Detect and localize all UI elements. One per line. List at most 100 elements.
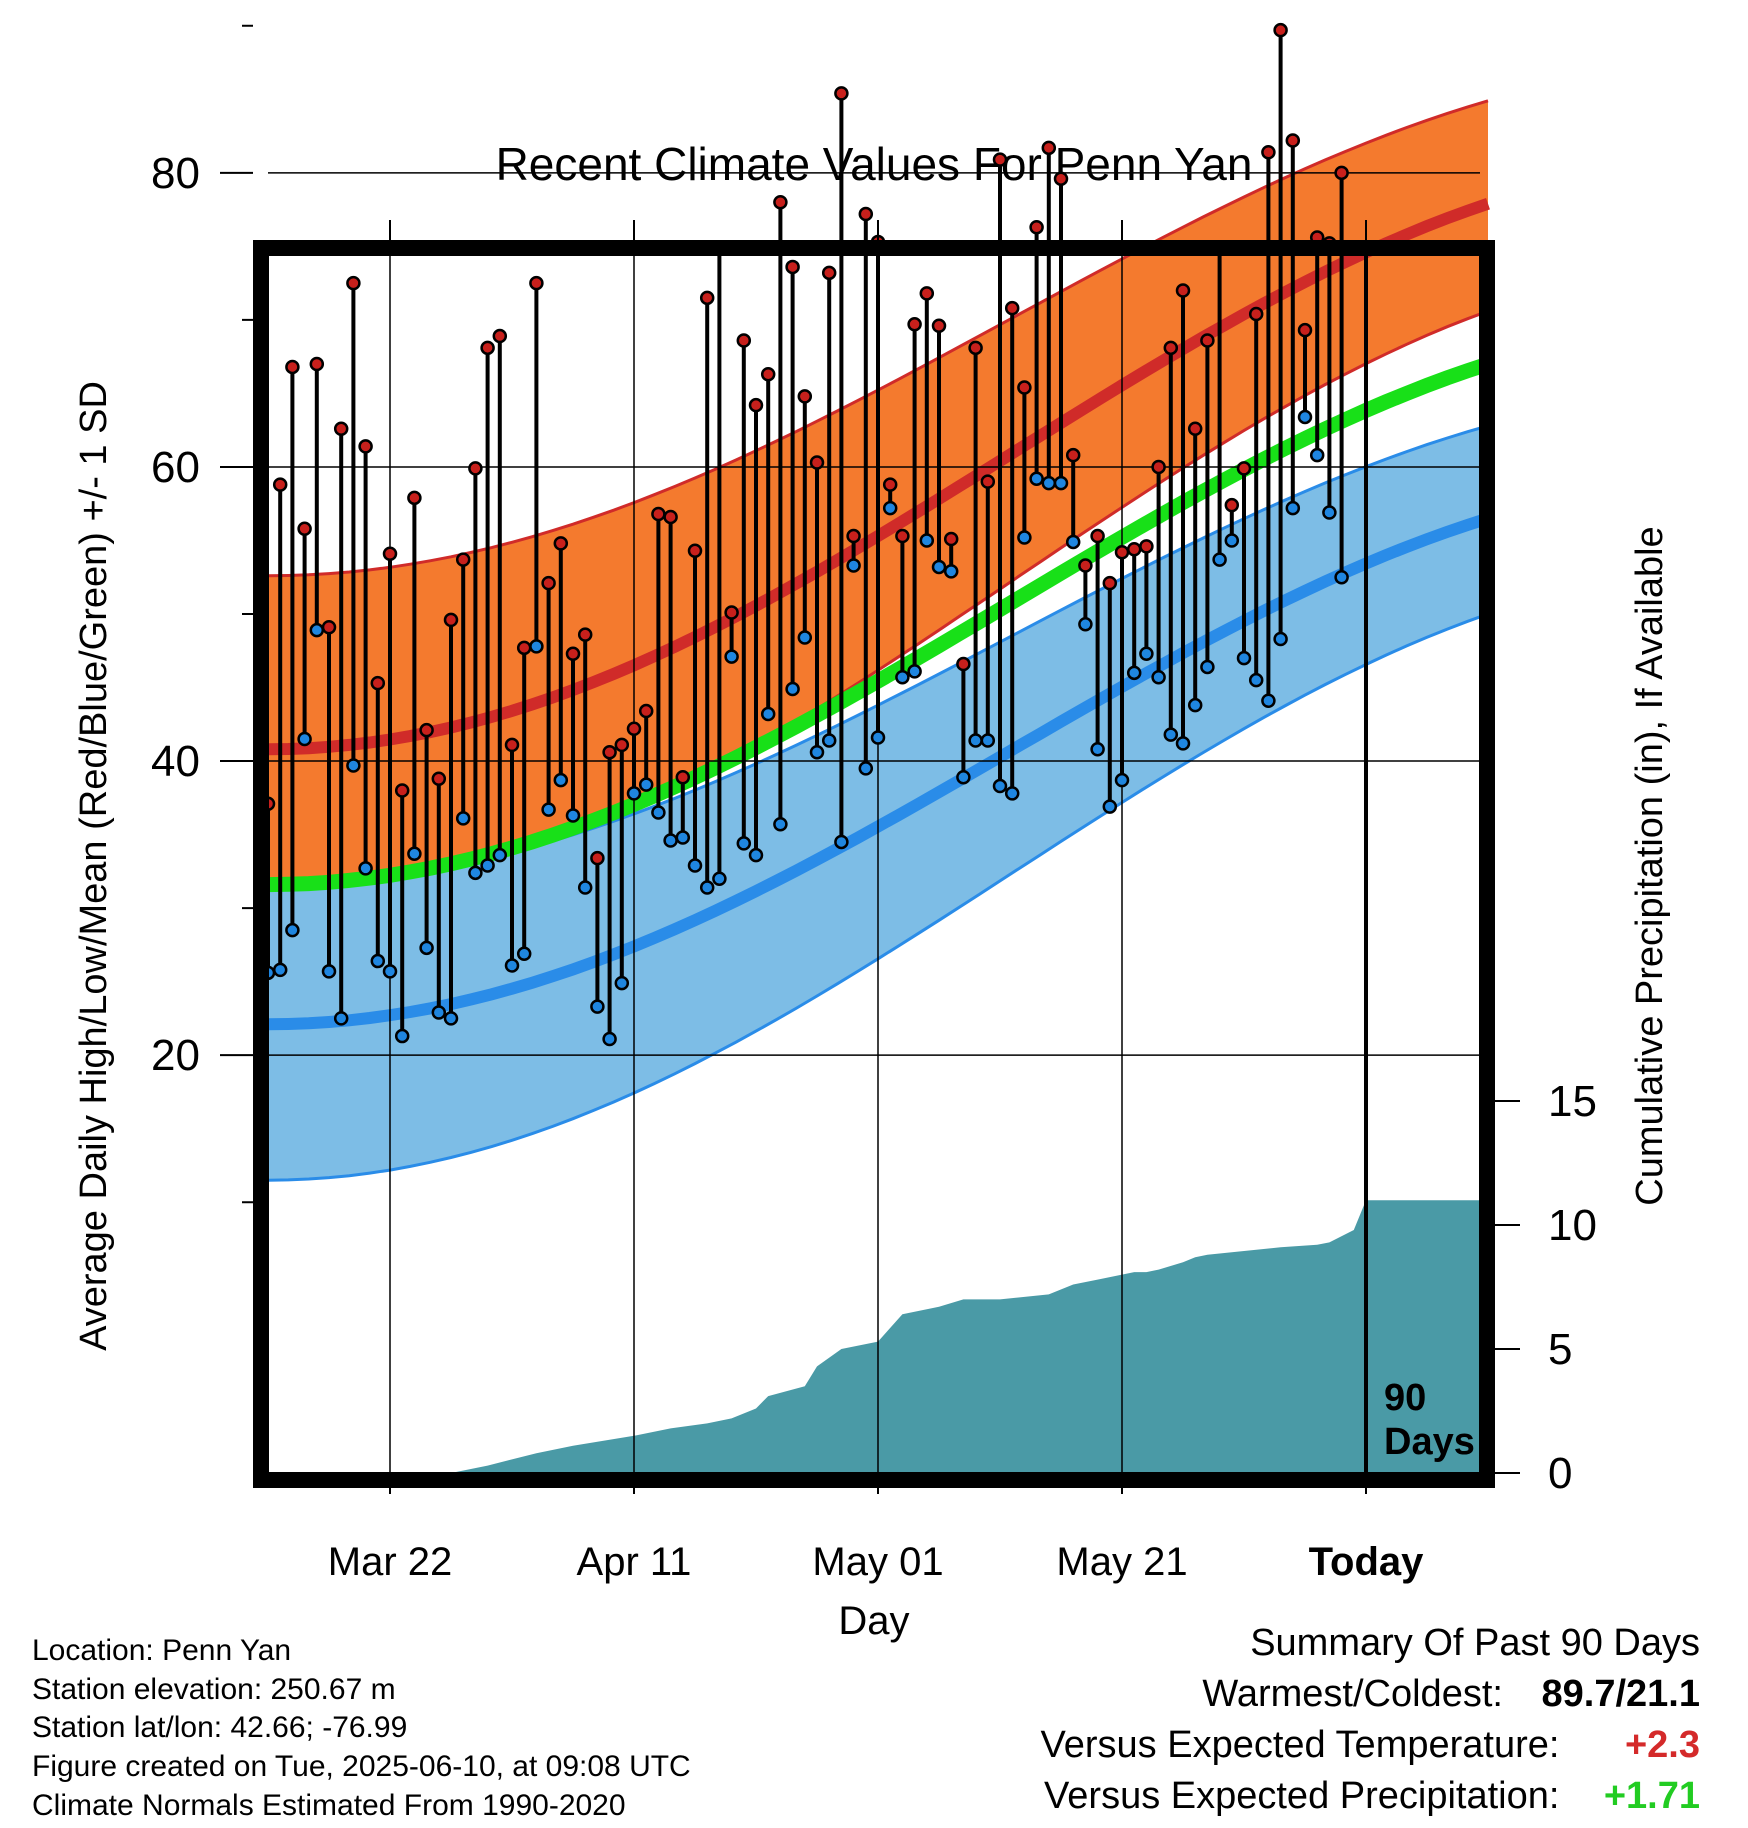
daily-high-point [943,531,959,547]
daily-high-point [907,317,922,332]
daily-low-point [956,769,971,785]
daily-low-point [590,999,605,1014]
daily-high-point [773,194,788,210]
daily-low-point [1261,693,1276,709]
daily-low-point [1248,672,1264,688]
daily-high-point [858,206,874,222]
daily-low-point [1139,646,1154,661]
x-tick-label: Apr 11 [577,1540,692,1584]
daily-low-point [858,761,874,776]
today-days-label-line: Days [1384,1421,1475,1463]
daily-low-point [968,733,983,748]
daily-high-point [455,552,471,567]
daily-high-point [785,259,800,275]
daily-low-point [809,744,825,760]
x-tick-label: May 01 [812,1540,943,1584]
daily-high-point [821,265,837,281]
precipitation-label: Versus Expected Precipitation: [1044,1775,1560,1817]
daily-high-point [309,356,325,372]
precipitation-area [268,1200,1488,1473]
daily-high-point [407,490,422,506]
daily-low-point [1017,530,1032,545]
daily-high-point [492,328,508,344]
daily-low-point [1224,533,1240,548]
daily-high-point [931,318,947,334]
daily-low-point [529,639,544,654]
today-days-label-line: 90 [1384,1377,1426,1419]
x-tick-label: Today [1309,1540,1425,1584]
warmest-coldest-label: Warmest/Coldest: [1202,1673,1503,1715]
daily-low-point [577,880,593,895]
daily-low-point [321,964,337,979]
daily-high-point [760,367,776,382]
daily-high-point [834,86,849,101]
daily-low-point [1297,409,1313,425]
daily-high-point [724,605,739,620]
daily-high-point [394,783,410,798]
summary-precipitation: Versus Expected Precipitation: +1.71 [1044,1775,1700,1818]
daily-low-point [443,1011,459,1026]
daily-high-point [919,286,935,301]
daily-high-point [1017,380,1032,395]
daily-high-point [846,528,861,544]
daily-high-point [1053,171,1069,186]
daily-low-point [1090,742,1105,757]
cumulative-precip-area [268,1200,1488,1473]
daily-points [260,22,1349,1047]
daily-high-point [272,477,288,492]
daily-high-point [419,722,434,738]
daily-low-point [516,946,532,961]
y-tick-label: 80 [151,149,200,198]
daily-low-point [565,808,581,823]
daily-high-point [321,619,337,635]
daily-low-point [1200,659,1215,675]
daily-low-point [1322,505,1337,520]
daily-high-point [1029,219,1044,235]
y2-tick-label: 10 [1548,1201,1597,1250]
daily-low-point [748,847,764,863]
daily-low-point [1078,617,1093,632]
daily-low-point [675,830,691,845]
daily-low-point [1029,471,1044,486]
daily-low-point [455,811,471,826]
x-tick-label: Mar 22 [328,1540,453,1584]
daily-low-point [797,630,813,645]
daily-high-point [1261,144,1276,160]
daily-high-point [968,340,983,356]
y2-tick-label: 15 [1548,1077,1597,1126]
x-axis-label: Day [838,1599,909,1643]
daily-high-point [748,397,764,413]
y2-tick-label: 0 [1548,1449,1572,1498]
daily-low-point [1041,475,1057,491]
daily-high-point [1126,542,1142,557]
daily-high-point [1004,300,1020,316]
daily-low-point [492,847,508,863]
daily-low-point [1004,786,1020,801]
daily-low-point [638,777,654,792]
daily-high-point [443,612,459,628]
y2-tick-label: 5 [1548,1325,1572,1374]
daily-high-point [346,275,361,291]
daily-low-point [358,861,373,876]
daily-low-point [272,962,288,978]
daily-low-point [419,940,434,956]
daily-high-point [565,646,581,661]
daily-low-point [394,1028,410,1044]
daily-high-point [699,290,715,306]
daily-high-point [1139,539,1154,554]
daily-low-point [1126,665,1142,681]
daily-high-point [516,640,532,656]
daily-low-point [992,778,1008,794]
daily-high-point [297,521,312,536]
warmest-coldest-value: 89.7/21.1 [1541,1673,1700,1715]
daily-high-point [956,656,971,672]
daily-high-point [333,421,349,436]
plot-border [253,240,1495,1488]
daily-low-point [504,958,520,973]
daily-high-point [1224,497,1240,513]
daily-high-point [1090,528,1105,544]
daily-high-point [675,769,691,785]
daily-low-point [553,772,569,788]
y-tick-label: 20 [151,1031,200,1080]
